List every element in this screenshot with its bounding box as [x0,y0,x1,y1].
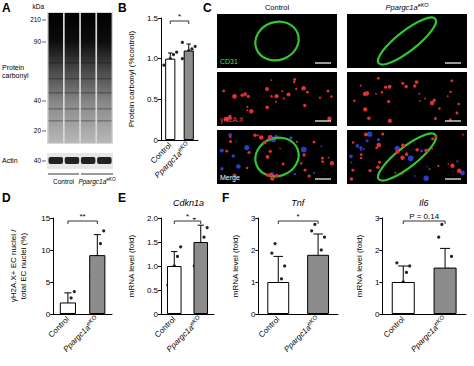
svg-text:Control: Control [53,178,75,185]
svg-text:3: 3 [251,214,256,223]
svg-text:Il6: Il6 [419,198,429,208]
svg-text:mRNA level (fold): mRNA level (fold) [231,235,240,298]
svg-text:Ppargc1aeKO: Ppargc1aeKO [78,177,116,186]
svg-text:*: * [297,212,300,221]
svg-text:Actin: Actin [2,157,18,164]
svg-text:*: * [178,12,181,21]
html-text:C: C [203,1,212,15]
svg-text:Merge: Merge [220,174,240,182]
svg-text:*: * [186,212,189,221]
svg-text:Control: Control [47,315,72,340]
svg-text:0.5: 0.5 [147,286,159,295]
svg-text:Tnf: Tnf [291,198,306,208]
svg-text:40: 40 [34,97,42,104]
html-text:F: F [222,191,230,205]
svg-text:P = 0.14: P = 0.14 [409,212,439,221]
html-text:E: E [118,191,126,205]
svg-text:Ppargc1a: Ppargc1a [282,323,313,354]
svg-text:Control: Control [153,315,178,340]
svg-text:0: 0 [46,310,51,319]
svg-text:3: 3 [375,214,380,223]
svg-text:20: 20 [34,127,42,134]
svg-text:210: 210 [30,16,41,23]
svg-text:1: 1 [375,278,380,287]
svg-text:Control: Control [257,315,282,340]
svg-text:Protein carbonyl (%control): Protein carbonyl (%control) [127,30,136,127]
svg-text:1.5: 1.5 [147,14,159,23]
svg-text:Cdkn1a: Cdkn1a [173,198,204,208]
svg-text:eKO: eKO [188,314,202,327]
svg-text:2: 2 [375,246,380,255]
svg-text:total EC nuclei (%): total EC nuclei (%) [19,233,28,300]
svg-text:2.0: 2.0 [147,214,159,223]
svg-text:Ppargc1aeKO: Ppargc1aeKO [386,2,430,12]
svg-text:0: 0 [154,136,159,145]
html-text:D: D [2,191,11,205]
svg-text:40: 40 [34,157,42,164]
svg-text:carbonyl: carbonyl [2,72,29,80]
svg-text:eKO: eKO [176,140,190,153]
svg-text:Ppargc1a: Ppargc1a [153,149,184,180]
svg-text:Protein: Protein [2,64,24,71]
svg-text:mRNA level (fold): mRNA level (fold) [127,235,136,298]
svg-text:eKO: eKO [84,314,98,327]
svg-text:10: 10 [41,246,50,255]
svg-text:CD31: CD31 [220,58,238,65]
svg-text:1.0: 1.0 [147,54,159,63]
svg-text:kDa: kDa [32,3,44,10]
svg-text:mRNA level (fold): mRNA level (fold) [355,235,364,298]
svg-text:Ppargc1a: Ppargc1a [409,323,440,354]
svg-text:2: 2 [251,246,256,255]
svg-text:0: 0 [375,310,380,319]
svg-text:0: 0 [154,310,159,319]
svg-text:γH2A.X+ EC nuclei /: γH2A.X+ EC nuclei / [9,229,18,302]
svg-text:1.0: 1.0 [147,262,159,271]
svg-text:0: 0 [251,310,256,319]
svg-text:Control: Control [265,3,290,12]
svg-text:90: 90 [34,38,42,45]
svg-text:Ppargc1a: Ppargc1a [61,323,92,354]
svg-text:**: ** [79,212,85,221]
svg-text:Control: Control [148,140,174,166]
svg-text:Control: Control [382,315,407,340]
svg-text:1: 1 [251,278,256,287]
svg-text:eKO: eKO [432,314,446,327]
svg-text:5: 5 [46,278,51,287]
svg-text:1.5: 1.5 [147,238,159,247]
svg-text:0.5: 0.5 [147,95,159,104]
svg-text:eKO: eKO [305,314,319,327]
html-text:B: B [118,1,127,15]
html-text:A: A [2,1,11,15]
svg-text:Ppargc1a: Ppargc1a [165,323,196,354]
svg-text:15: 15 [41,214,50,223]
svg-text:γH2A.X: γH2A.X [220,116,244,124]
